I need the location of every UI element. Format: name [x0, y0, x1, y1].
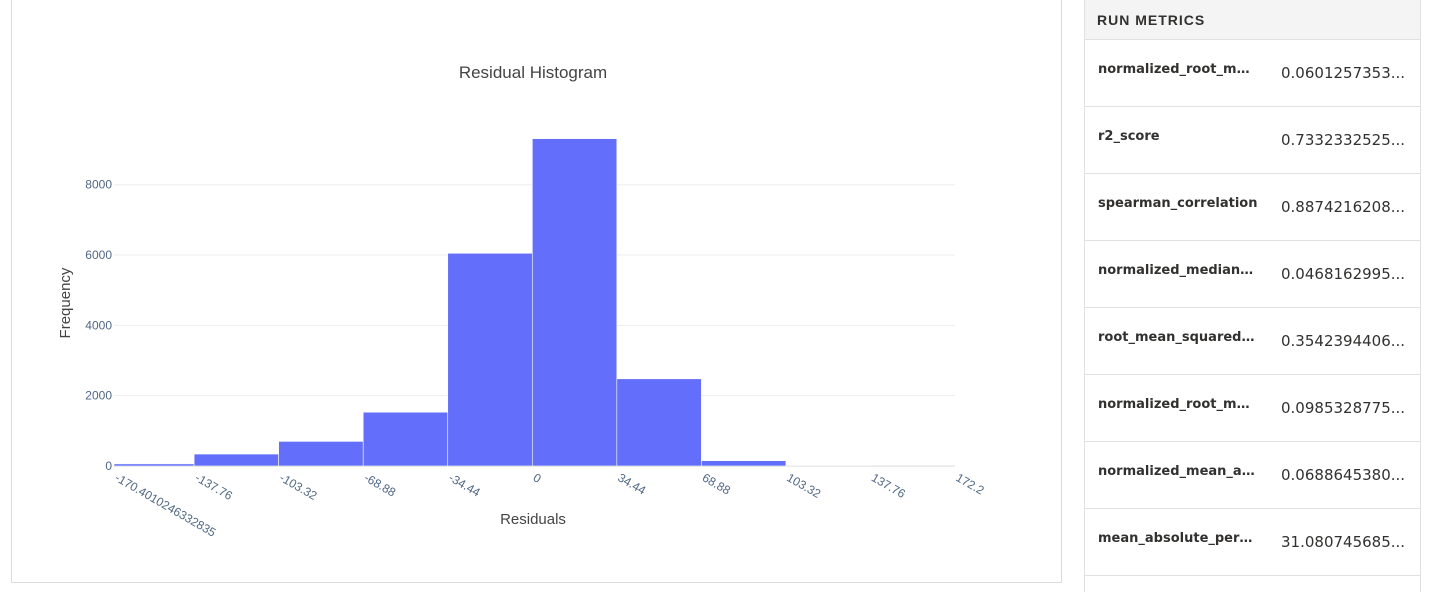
- metric-row[interactable]: spearman_correlation 0.8874216208...: [1085, 174, 1420, 241]
- x-tick-label: -137.76: [193, 470, 236, 503]
- metric-row[interactable]: r2_score 0.7332332525...: [1085, 107, 1420, 174]
- metric-name: spearman_correlation: [1098, 196, 1258, 211]
- y-tick-label: 0: [105, 459, 112, 473]
- run-metrics-list: normalized_root_me... 0.0601257353... r2…: [1085, 40, 1420, 576]
- metric-name: mean_absolute_perc...: [1098, 531, 1258, 546]
- chart-title: Residual Histogram: [459, 63, 607, 82]
- histogram-bar[interactable]: [447, 252, 533, 467]
- x-tick-label: 34.44: [615, 470, 648, 497]
- x-axis-ticks: -170.4010246332835-137.76 -103.32 -68.88 -3…: [113, 470, 987, 539]
- metric-name: normalized_median_...: [1098, 263, 1258, 278]
- histogram-bar[interactable]: [362, 411, 449, 467]
- x-tick-label: 137.76: [869, 470, 908, 501]
- metric-value: 0.0601257353...: [1281, 64, 1406, 82]
- x-tick-label: 172.2: [954, 470, 987, 497]
- metric-row[interactable]: normalized_median_... 0.0468162995...: [1085, 241, 1420, 308]
- residual-histogram-panel: 0 2000 4000 6000 8000 -170.4010246332835 -137…: [11, 0, 1062, 583]
- histogram-bar[interactable]: [193, 453, 279, 467]
- metric-name: r2_score: [1098, 129, 1160, 144]
- metric-row[interactable]: root_mean_squared_l... 0.3542394406...: [1085, 308, 1420, 375]
- y-axis-title: Frequency: [57, 267, 74, 338]
- x-tick-label: -68.88: [362, 470, 399, 499]
- metric-value: 0.7332332525...: [1281, 131, 1406, 149]
- x-tick-label: 68.88: [700, 470, 733, 497]
- metric-value: 0.0688645380...: [1281, 466, 1406, 484]
- y-tick-label: 8000: [85, 178, 112, 192]
- histogram-bar[interactable]: [616, 378, 702, 467]
- metric-row[interactable]: mean_absolute_perc... 31.080745685...: [1085, 509, 1420, 576]
- histogram-bar[interactable]: [113, 463, 195, 467]
- run-metrics-header: RUN METRICS: [1085, 0, 1420, 40]
- histogram-bar[interactable]: [701, 460, 787, 467]
- x-tick-label: -34.44: [446, 470, 483, 499]
- metric-name: normalized_root_me...: [1098, 397, 1258, 412]
- metric-value: 0.3542394406...: [1281, 332, 1406, 350]
- y-axis-ticks: 0 2000 4000 6000 8000: [85, 178, 112, 473]
- x-axis-title: Residuals: [500, 511, 566, 528]
- metric-value: 0.0985328775...: [1281, 399, 1406, 417]
- histogram-bar[interactable]: [531, 138, 618, 467]
- metric-row[interactable]: normalized_root_me... 0.0601257353...: [1085, 40, 1420, 107]
- y-tick-label: 2000: [85, 389, 112, 403]
- metric-name: root_mean_squared_l...: [1098, 330, 1258, 345]
- x-tick-label: 0: [531, 470, 544, 486]
- metric-value: 0.0468162995...: [1281, 265, 1406, 283]
- metric-name: normalized_root_me...: [1098, 62, 1258, 77]
- histogram-bars: [113, 138, 956, 467]
- metric-row[interactable]: normalized_root_me... 0.0985328775...: [1085, 375, 1420, 442]
- x-tick-label: 103.32: [784, 470, 823, 501]
- metric-row[interactable]: normalized_mean_ab... 0.0688645380...: [1085, 442, 1420, 509]
- x-tick-label: -103.32: [277, 470, 320, 503]
- y-tick-label: 4000: [85, 318, 112, 332]
- metric-value: 31.080745685...: [1281, 533, 1406, 551]
- histogram-bar[interactable]: [278, 441, 364, 467]
- y-tick-label: 6000: [85, 248, 112, 262]
- metric-name: normalized_mean_ab...: [1098, 464, 1258, 479]
- run-metrics-panel: RUN METRICS normalized_root_me... 0.0601…: [1084, 0, 1421, 592]
- metric-value: 0.8874216208...: [1281, 198, 1406, 216]
